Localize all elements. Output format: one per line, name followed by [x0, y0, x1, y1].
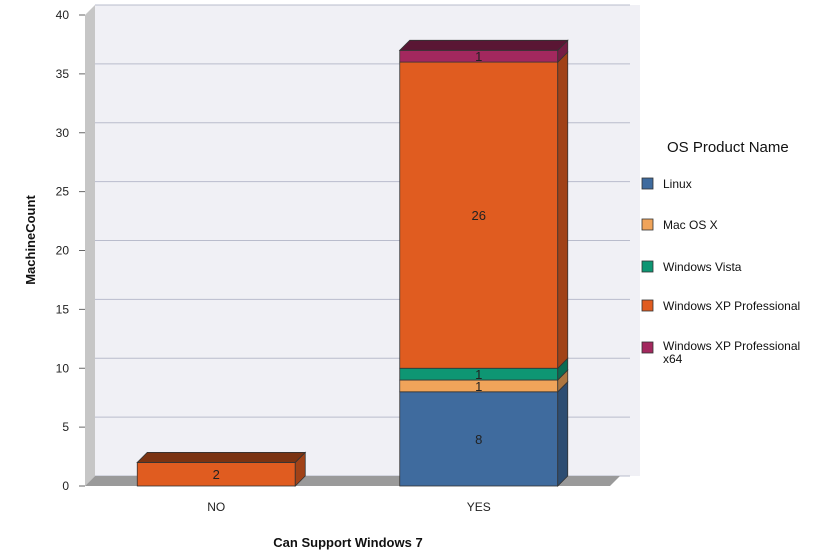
bar-top — [136, 452, 307, 463]
y-axis-title: MachineCount — [23, 195, 38, 285]
bar-segment: 1 — [398, 39, 569, 64]
x-tick-label: YES — [467, 500, 491, 514]
legend-label: Windows XP Professional — [663, 299, 800, 313]
data-label: 1 — [475, 367, 482, 382]
legend-label: Mac OS X — [663, 218, 718, 232]
data-label: 8 — [475, 432, 482, 447]
y-tick-label: 15 — [56, 302, 70, 316]
legend-swatch — [641, 341, 654, 354]
y-tick-label: 10 — [56, 361, 70, 375]
legend-item: Windows XP Professional x64 — [641, 339, 800, 366]
bar-side — [557, 380, 569, 487]
legend-label: Windows XP Professional x64 — [663, 339, 800, 366]
y-tick-label: 35 — [56, 67, 70, 81]
legend-item: Mac OS X — [641, 218, 718, 232]
legend-item: Windows Vista — [641, 260, 742, 274]
y-tick-label: 5 — [62, 420, 69, 434]
x-axis-title: Can Support Windows 7 — [273, 535, 422, 550]
y-tick-label: 25 — [56, 185, 70, 199]
legend-swatch — [641, 177, 654, 190]
legend-label: Windows Vista — [663, 260, 742, 274]
legend-swatch — [641, 299, 654, 312]
bar-side — [557, 51, 569, 370]
legend-title: OS Product Name — [667, 139, 789, 156]
legend-label: Linux — [663, 177, 692, 191]
legend-item: Linux — [641, 177, 692, 191]
legend-item: Windows XP Professional — [641, 299, 800, 313]
y-tick-label: 40 — [56, 8, 70, 22]
x-axis-ticks: NO YES — [207, 500, 491, 514]
y-tick-label: 20 — [56, 244, 70, 258]
data-label: 26 — [472, 208, 486, 223]
bar-segment: 26 — [399, 51, 569, 370]
y-tick-label: 30 — [56, 126, 70, 140]
bar-front — [399, 61, 559, 369]
bar-segment: 2 — [136, 451, 307, 487]
legend: OS Product Name Linux Mac OS X Windows Vis… — [641, 139, 800, 366]
legend-swatch — [641, 260, 654, 273]
data-label: 1 — [475, 379, 482, 394]
legend-swatch — [641, 218, 654, 231]
data-label: 2 — [213, 467, 220, 482]
bar-segment: 8 — [399, 380, 569, 487]
bar-top — [398, 39, 569, 51]
y-tick-label: 0 — [62, 479, 69, 493]
x-tick-label: NO — [207, 500, 225, 514]
side-wall — [85, 5, 95, 486]
bar-front — [399, 391, 559, 487]
data-label: 1 — [475, 49, 482, 64]
y-axis-ticks: 0 5 10 15 20 25 30 35 40 — [56, 8, 85, 493]
